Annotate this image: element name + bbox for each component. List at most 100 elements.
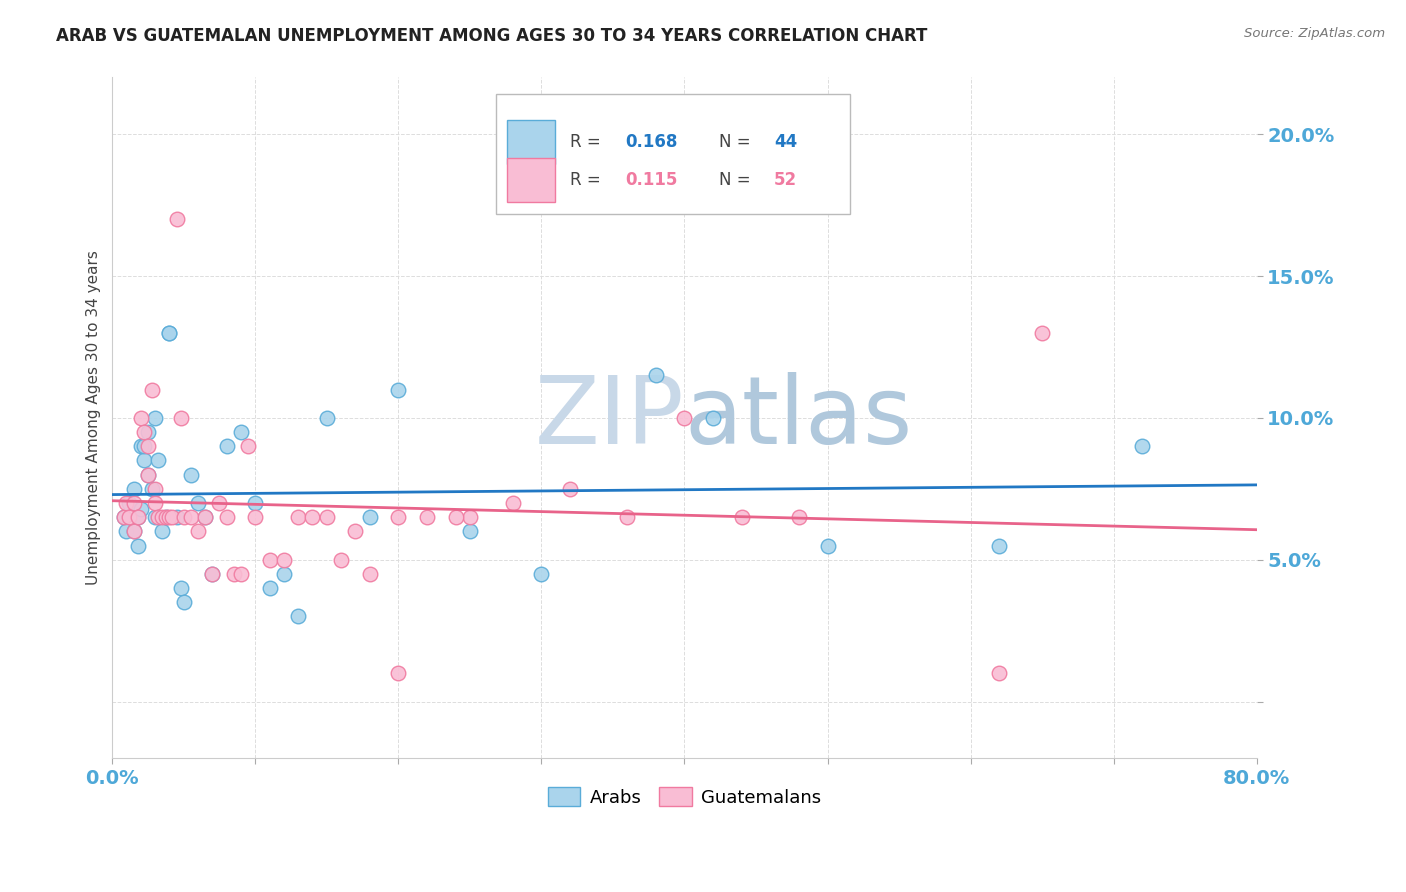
Point [143, 482, 166, 496]
Text: ZIP: ZIP [534, 372, 685, 464]
Text: R =: R = [569, 171, 606, 189]
Point [157, 326, 180, 340]
Point [330, 553, 353, 567]
Point [160, 510, 183, 524]
Point [129, 439, 152, 453]
Point [170, 410, 193, 425]
Point [287, 609, 309, 624]
Text: ARAB VS GUATEMALAN UNEMPLOYMENT AMONG AGES 30 TO 34 YEARS CORRELATION CHART: ARAB VS GUATEMALAN UNEMPLOYMENT AMONG AG… [56, 27, 928, 45]
Point [273, 566, 295, 581]
Point [502, 496, 524, 510]
Point [458, 524, 481, 539]
Point [150, 524, 173, 539]
Point [118, 510, 141, 524]
Point [166, 212, 188, 227]
Point [136, 439, 159, 453]
Point [180, 467, 202, 482]
Point [315, 410, 337, 425]
Point [215, 439, 238, 453]
Point [273, 553, 295, 567]
Point [150, 510, 173, 524]
Text: R =: R = [569, 133, 606, 151]
Point [132, 425, 155, 439]
Point [173, 510, 195, 524]
Point [673, 410, 696, 425]
Point [143, 510, 166, 524]
Point [387, 510, 409, 524]
Point [702, 410, 724, 425]
Point [136, 425, 159, 439]
Point [122, 496, 145, 510]
Text: atlas: atlas [685, 372, 912, 464]
Point [988, 539, 1011, 553]
FancyBboxPatch shape [508, 120, 555, 164]
Point [166, 510, 188, 524]
Point [236, 439, 259, 453]
Text: 44: 44 [773, 133, 797, 151]
Point [458, 510, 481, 524]
Point [122, 482, 145, 496]
Point [157, 510, 180, 524]
Point [201, 566, 224, 581]
Point [387, 666, 409, 681]
Point [187, 496, 209, 510]
Point [141, 482, 163, 496]
Point [817, 539, 839, 553]
Point [229, 566, 252, 581]
Point [194, 510, 217, 524]
Point [1031, 326, 1053, 340]
Point [201, 566, 224, 581]
Point [118, 496, 141, 510]
Point [222, 566, 245, 581]
Text: N =: N = [718, 171, 755, 189]
Point [122, 524, 145, 539]
Point [731, 510, 754, 524]
Point [112, 510, 135, 524]
Text: Source: ZipAtlas.com: Source: ZipAtlas.com [1244, 27, 1385, 40]
Point [155, 510, 177, 524]
Point [127, 510, 149, 524]
Point [129, 501, 152, 516]
Point [558, 482, 581, 496]
Point [143, 496, 166, 510]
FancyBboxPatch shape [508, 159, 555, 202]
Point [359, 510, 381, 524]
Point [136, 467, 159, 482]
Point [444, 510, 467, 524]
Text: N =: N = [718, 133, 755, 151]
Text: 0.115: 0.115 [624, 171, 678, 189]
Point [215, 510, 238, 524]
Point [259, 553, 281, 567]
Point [127, 510, 149, 524]
Point [155, 510, 177, 524]
Point [132, 439, 155, 453]
Point [157, 326, 180, 340]
Point [146, 510, 169, 524]
Point [208, 496, 231, 510]
Point [1130, 439, 1153, 453]
Point [146, 453, 169, 467]
Point [344, 524, 367, 539]
Point [245, 496, 267, 510]
Point [229, 425, 252, 439]
Point [644, 368, 666, 383]
Legend: Arabs, Guatemalans: Arabs, Guatemalans [541, 780, 828, 814]
Point [129, 410, 152, 425]
Y-axis label: Unemployment Among Ages 30 to 34 years: Unemployment Among Ages 30 to 34 years [86, 251, 101, 585]
Point [112, 510, 135, 524]
Point [170, 581, 193, 595]
Point [127, 539, 149, 553]
FancyBboxPatch shape [495, 95, 851, 213]
Point [259, 581, 281, 595]
Text: 0.168: 0.168 [624, 133, 678, 151]
Point [387, 383, 409, 397]
Point [122, 524, 145, 539]
Point [180, 510, 202, 524]
Point [301, 510, 323, 524]
Point [287, 510, 309, 524]
Point [143, 410, 166, 425]
Point [530, 566, 553, 581]
Point [141, 383, 163, 397]
Point [616, 510, 638, 524]
Point [245, 510, 267, 524]
